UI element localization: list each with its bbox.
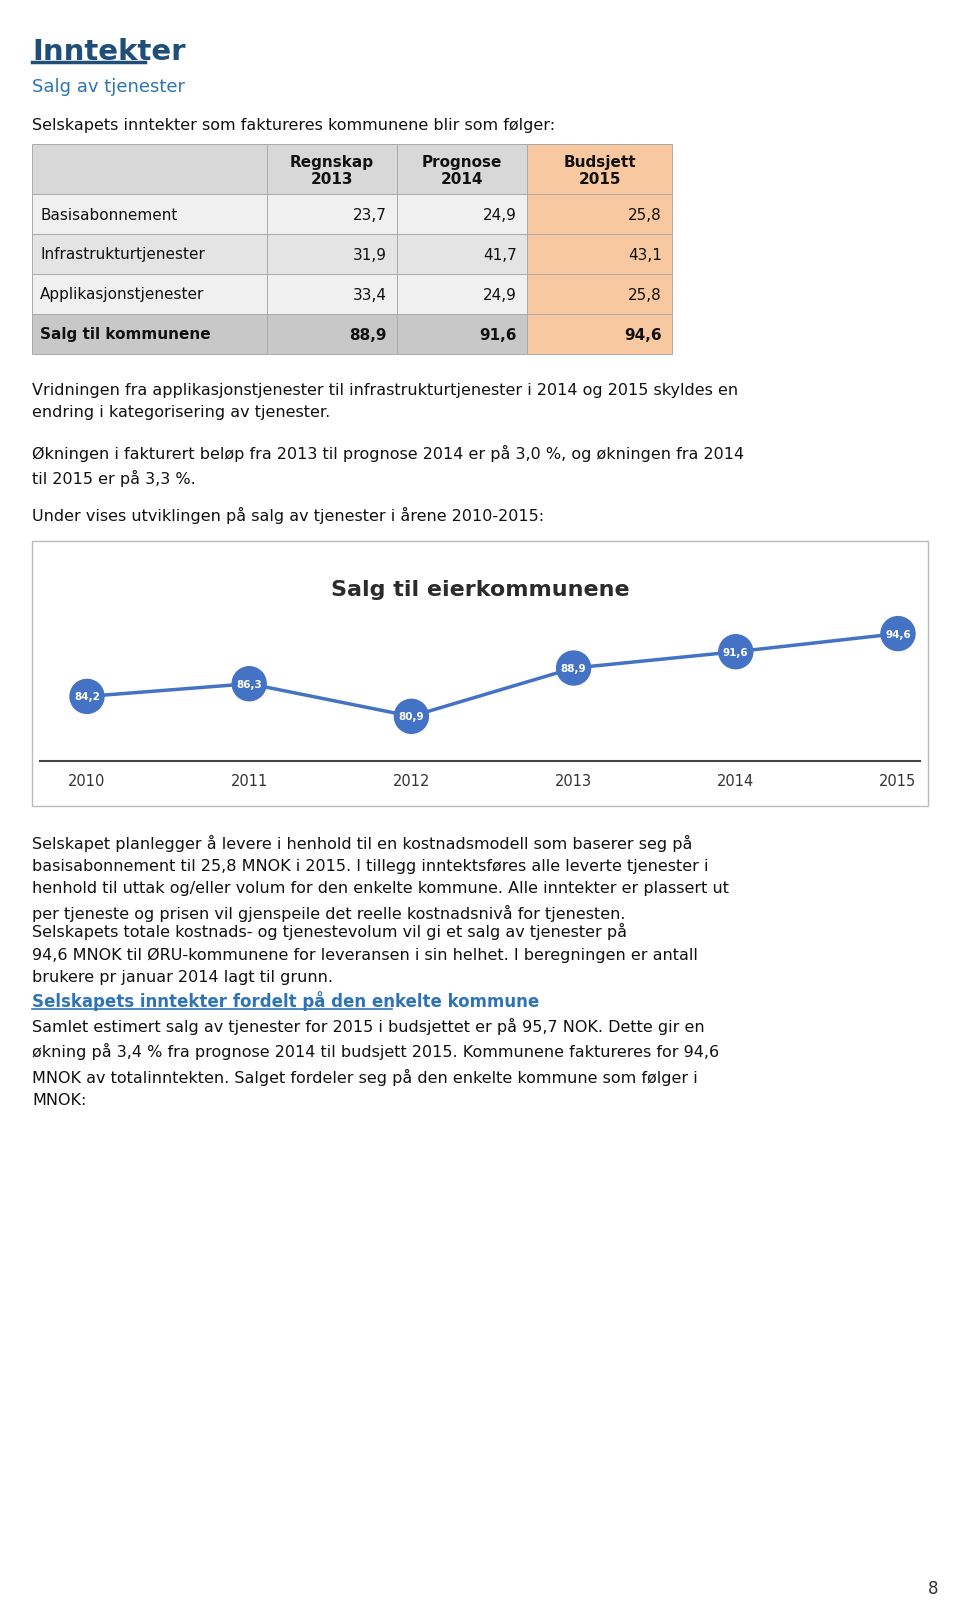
Circle shape [70, 679, 104, 713]
Text: Applikasjonstjenester: Applikasjonstjenester [40, 287, 204, 302]
Circle shape [881, 617, 915, 650]
Text: Selskapets totale kostnads- og tjenestevolum vil gi et salg av tjenester på
94,6: Selskapets totale kostnads- og tjenestev… [32, 923, 698, 985]
Text: 94,6: 94,6 [624, 328, 662, 342]
Text: 31,9: 31,9 [353, 247, 387, 263]
Bar [32, 195, 267, 236]
Bar [32, 315, 267, 355]
Bar [267, 274, 397, 315]
Bar [397, 195, 527, 236]
Text: Inntekter: Inntekter [32, 39, 185, 66]
Text: Infrastrukturtjenester: Infrastrukturtjenester [40, 247, 204, 263]
Text: Vridningen fra applikasjonstjenester til infrastrukturtjenester i 2014 og 2015 s: Vridningen fra applikasjonstjenester til… [32, 383, 738, 420]
Bar [527, 145, 672, 195]
Bar [397, 236, 527, 274]
Text: 2012: 2012 [393, 775, 430, 789]
Text: 24,9: 24,9 [483, 207, 517, 223]
Bar [32, 145, 267, 195]
Text: 33,4: 33,4 [353, 287, 387, 302]
Text: 8: 8 [927, 1578, 938, 1596]
Text: Salg til eierkommunene: Salg til eierkommunene [330, 579, 630, 600]
Text: 2015: 2015 [578, 171, 621, 186]
Text: 2010: 2010 [68, 775, 106, 789]
Text: 23,7: 23,7 [353, 207, 387, 223]
Text: 84,2: 84,2 [74, 692, 100, 702]
Bar [527, 236, 672, 274]
Text: Regnskap: Regnskap [290, 155, 374, 171]
Text: Selskapet planlegger å levere i henhold til en kostnadsmodell som baserer seg på: Selskapet planlegger å levere i henhold … [32, 834, 729, 922]
Text: Salg av tjenester: Salg av tjenester [32, 77, 185, 95]
Text: 94,6: 94,6 [885, 629, 911, 639]
Text: Basisabonnement: Basisabonnement [40, 207, 178, 223]
Text: 25,8: 25,8 [628, 287, 662, 302]
Circle shape [395, 700, 428, 734]
Bar [267, 236, 397, 274]
Text: 86,3: 86,3 [236, 679, 262, 689]
Bar [32, 274, 267, 315]
Bar [397, 315, 527, 355]
Bar [527, 315, 672, 355]
Text: 88,9: 88,9 [561, 663, 587, 673]
Text: 91,6: 91,6 [723, 647, 749, 657]
Text: 41,7: 41,7 [483, 247, 517, 263]
Text: Prognose: Prognose [421, 155, 502, 171]
Circle shape [719, 636, 753, 670]
Bar [397, 145, 527, 195]
Bar [267, 195, 397, 236]
Text: 25,8: 25,8 [628, 207, 662, 223]
Text: Budsjett: Budsjett [564, 155, 636, 171]
Text: 2014: 2014 [441, 171, 483, 186]
Text: 2014: 2014 [717, 775, 755, 789]
Circle shape [232, 667, 266, 702]
Text: Salg til kommunene: Salg til kommunene [40, 328, 210, 342]
Bar [267, 145, 397, 195]
Text: 2013: 2013 [311, 171, 353, 186]
Text: 43,1: 43,1 [628, 247, 662, 263]
Text: 2015: 2015 [879, 775, 917, 789]
Text: Økningen i fakturert beløp fra 2013 til prognose 2014 er på 3,0 %, og økningen f: Økningen i fakturert beløp fra 2013 til … [32, 445, 744, 487]
Circle shape [557, 652, 590, 686]
Bar [32, 542, 928, 807]
Text: 2011: 2011 [230, 775, 268, 789]
Text: 88,9: 88,9 [349, 328, 387, 342]
Bar [527, 274, 672, 315]
Text: Under vises utviklingen på salg av tjenester i årene 2010-2015:: Under vises utviklingen på salg av tjene… [32, 507, 544, 523]
Bar [32, 236, 267, 274]
Text: Samlet estimert salg av tjenester for 2015 i budsjettet er på 95,7 NOK. Dette gi: Samlet estimert salg av tjenester for 20… [32, 1017, 719, 1107]
Text: 91,6: 91,6 [479, 328, 517, 342]
Bar [267, 315, 397, 355]
Bar [527, 195, 672, 236]
Text: 24,9: 24,9 [483, 287, 517, 302]
Text: 2013: 2013 [555, 775, 592, 789]
Text: 80,9: 80,9 [398, 712, 424, 721]
Text: Selskapets inntekter som faktureres kommunene blir som følger:: Selskapets inntekter som faktureres komm… [32, 118, 555, 132]
Text: Selskapets inntekter fordelt på den enkelte kommune: Selskapets inntekter fordelt på den enke… [32, 991, 540, 1010]
Bar [397, 274, 527, 315]
